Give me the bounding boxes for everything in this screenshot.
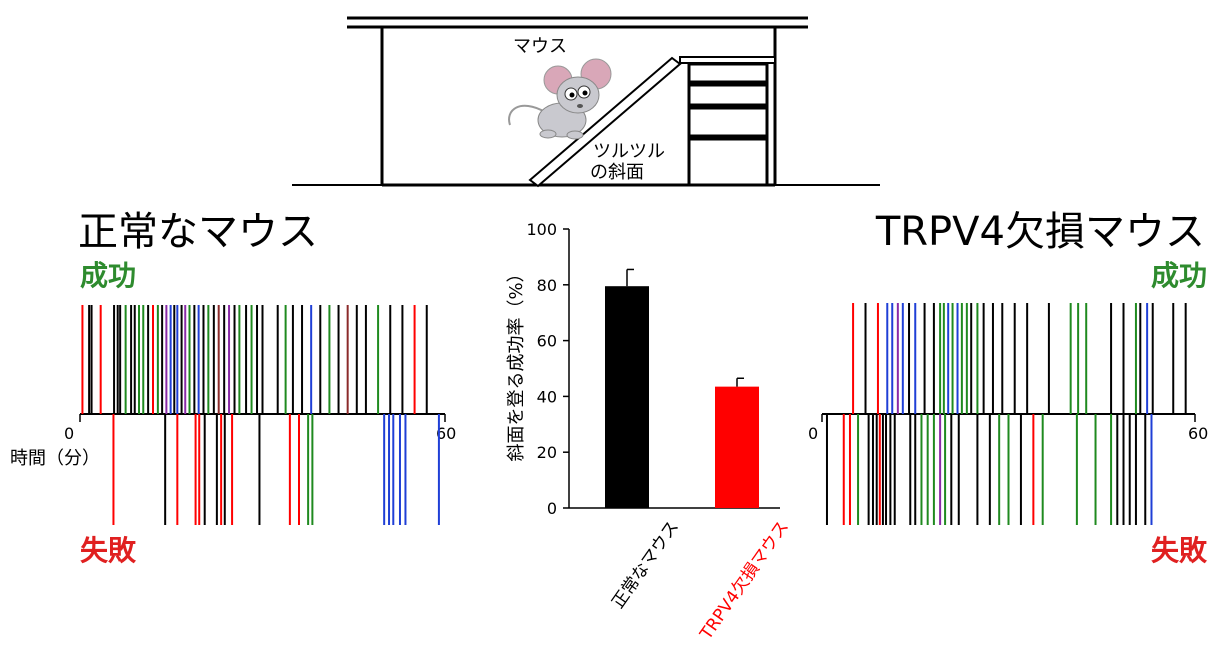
bar-y-tick-label: 40: [537, 387, 557, 406]
left-axis-end: 60: [436, 424, 457, 443]
left-failure-label: 失敗: [80, 534, 137, 567]
mouse-label: マウス: [513, 36, 567, 57]
apparatus-diagram: マウス ツルツル の斜面: [292, 16, 880, 188]
stack-box-4: [687, 137, 769, 187]
bar-y-tick-label: 80: [537, 276, 557, 295]
success-rate-bar-chart: 斜面を登る成功率（%） 0 20 40 60 80 100 正常なマウス TRPV4欠損マウス: [506, 220, 793, 644]
slope-label-line1: ツルツル: [593, 141, 665, 162]
bar-trpv4: [715, 386, 759, 508]
stack-box-3: [687, 106, 769, 138]
bar-y-tick-label: 20: [537, 443, 557, 462]
bar-category-label: 正常なマウス: [608, 517, 683, 612]
left-axis-start: 0: [64, 424, 75, 443]
stack-box-2: [687, 83, 769, 107]
left-panel-title: 正常なマウス: [78, 209, 318, 255]
mouse-icon: [508, 58, 612, 140]
bar-y-tick-label: 100: [526, 220, 557, 239]
right-success-label: 成功: [1150, 259, 1207, 292]
bar-category-label: TRPV4欠損マウス: [696, 517, 793, 644]
bar-chart-ylabel: 斜面を登る成功率（%）: [506, 264, 527, 461]
right-panel-title: TRPV4欠損マウス: [875, 209, 1205, 255]
slope-label-line2: の斜面: [590, 162, 644, 183]
time-axis-label: 時間（分）: [10, 448, 100, 469]
left-success-label: 成功: [80, 259, 137, 292]
bar-y-tick-label: 60: [537, 332, 557, 351]
bar-y-tick-label: 0: [547, 499, 557, 518]
right-failure-label: 失敗: [1150, 534, 1207, 567]
stack-box-1: [687, 62, 769, 84]
right-axis-end: 60: [1188, 424, 1209, 443]
bar-normal: [605, 286, 649, 508]
right-axis-start: 0: [808, 424, 819, 443]
